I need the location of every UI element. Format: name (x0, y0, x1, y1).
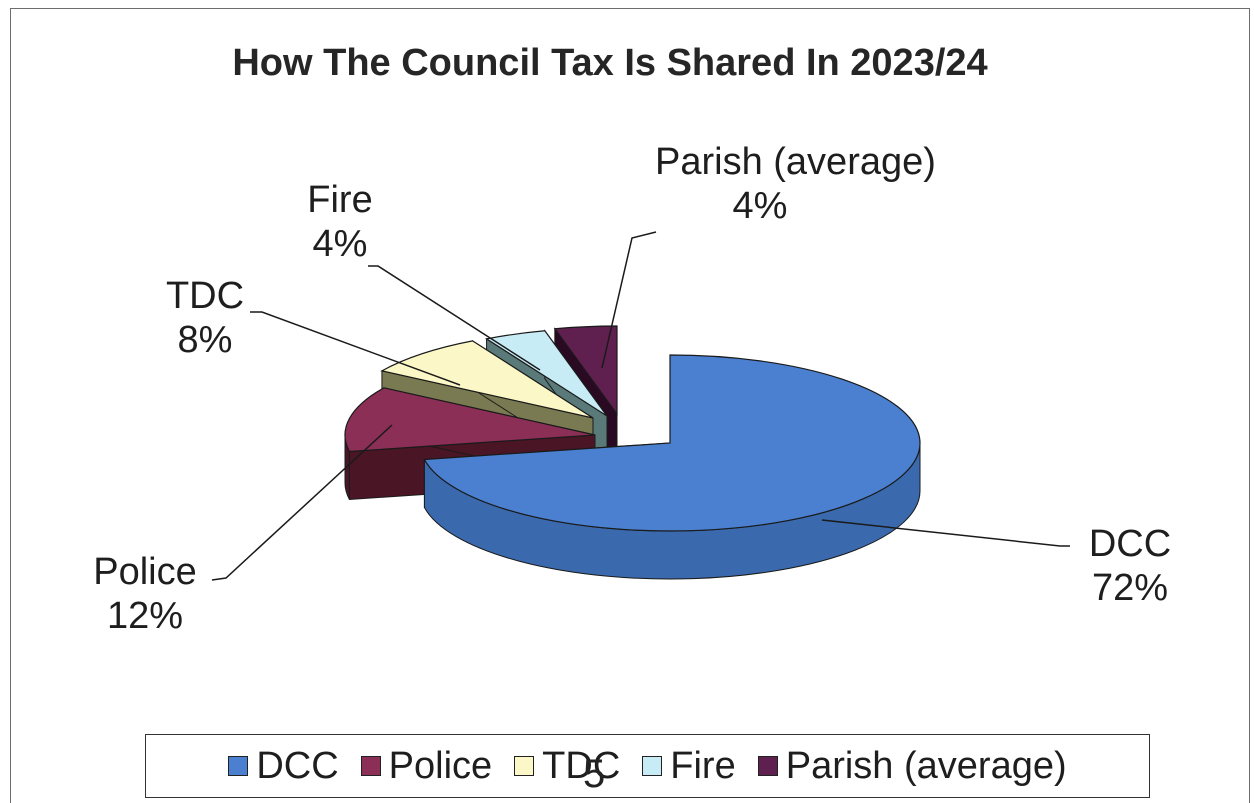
chart-frame (10, 8, 1250, 803)
slice-label-dcc-value: 72% (1091, 567, 1169, 609)
slice-label-dcc-name: DCC (1088, 523, 1172, 565)
pie-slice-dcc-top (423, 354, 921, 532)
slice-label-dcc: DCC 72% (1070, 522, 1190, 610)
leader-line-parish (601, 231, 657, 369)
legend-label-tdc: TDC (542, 744, 621, 787)
leader-line-fire (368, 265, 541, 371)
legend-label-parish: Parish (average) (785, 744, 1067, 787)
legend-label-dcc: DCC (256, 744, 339, 787)
legend-item-tdc: TDC (514, 745, 620, 788)
legend-swatch-police (360, 756, 381, 776)
leader-line-dcc (821, 519, 1070, 547)
legend-item-fire: Fire (642, 744, 736, 788)
slice-label-tdc: TDC 8% (150, 274, 260, 362)
slice-label-tdc-value: 8% (177, 319, 233, 361)
leader-line-police (211, 424, 393, 581)
chart-title: How The Council Tax Is Shared In 2023/24 (232, 42, 988, 84)
slice-label-fire-name: Fire (307, 179, 373, 221)
legend-item-parish: Parish (average) (757, 744, 1067, 788)
legend-item-dcc: DCC (228, 744, 339, 788)
slice-label-tdc-name: TDC (165, 275, 245, 317)
legend-swatch-parish (757, 756, 778, 776)
leader-line-tdc (250, 311, 461, 386)
page-number: 5 (583, 752, 606, 796)
legend-swatch-dcc (228, 756, 249, 776)
slice-label-fire-value: 4% (312, 223, 368, 265)
slice-label-parish-name: Parish (average) (655, 141, 936, 183)
slice-label-police-value: 12% (106, 595, 184, 637)
pie-slice-police-top (344, 387, 596, 453)
slice-label-parish: Parish (average) 4% (655, 140, 936, 228)
legend-label-fire: Fire (670, 744, 736, 787)
legend-label-police: Police (388, 744, 493, 787)
slice-label-police-name: Police (93, 551, 197, 593)
legend-swatch-fire (642, 756, 663, 776)
slice-label-parish-value: 4% (732, 185, 788, 227)
pie-slice-dcc (423, 354, 921, 580)
pie-slice-fire-top (484, 330, 608, 417)
slice-label-fire: Fire 4% (290, 178, 390, 266)
legend-item-police: Police (360, 744, 493, 788)
legend-swatch-tdc (514, 756, 535, 776)
chart-legend: DCC Police TDC Fire Parish (average) (145, 734, 1150, 798)
slice-label-police: Police 12% (80, 550, 210, 638)
pie-slice-parish-top (553, 325, 618, 416)
pie-slice-tdc-top (380, 340, 594, 419)
